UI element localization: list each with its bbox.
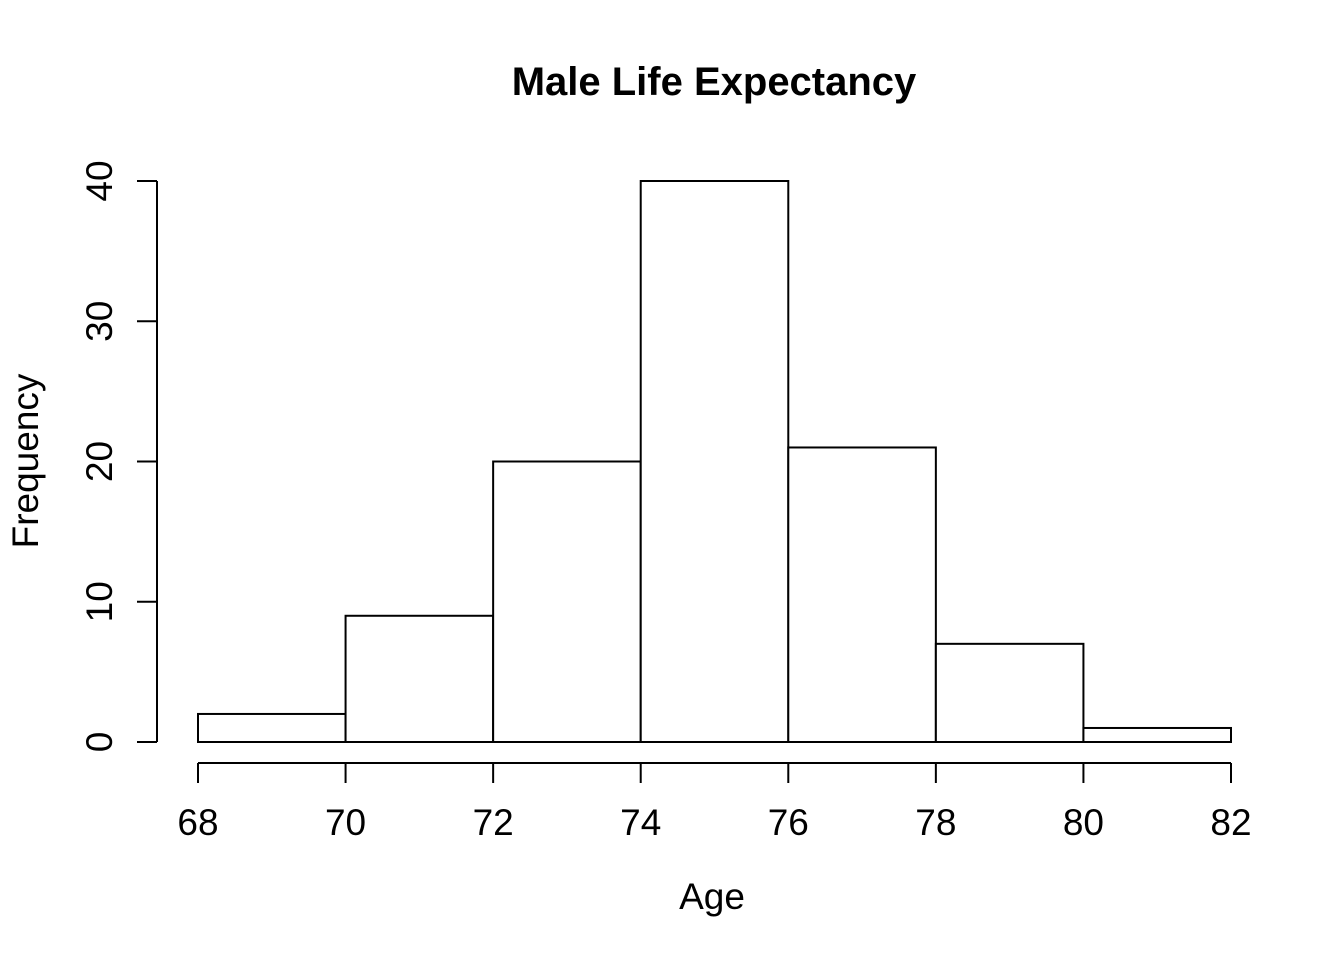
histogram-bar: [344, 614, 495, 744]
x-tick-label: 80: [1063, 802, 1104, 843]
histogram-bar: [1082, 726, 1233, 743]
histogram-bar: [639, 180, 790, 743]
histogram-bar: [197, 712, 347, 744]
x-tick-label: 70: [325, 802, 366, 843]
y-tick-label: 0: [79, 732, 120, 753]
y-axis-title: Frequency: [5, 373, 46, 548]
histogram-bar: [787, 446, 937, 743]
x-tick-label: 76: [768, 802, 809, 843]
histogram-bar: [492, 460, 642, 743]
x-tick-label: 74: [620, 802, 661, 843]
x-axis: 68 70 72 74 76 78 80 82: [177, 762, 1252, 843]
x-axis-title: Age: [679, 876, 745, 917]
x-tick-label: 72: [473, 802, 514, 843]
x-tick-label: 78: [915, 802, 956, 843]
y-tick-label: 30: [79, 301, 120, 342]
y-tick-label: 40: [79, 160, 120, 201]
histogram-bar: [934, 642, 1085, 744]
histogram-bars-group: [197, 180, 1233, 744]
x-tick-label: 82: [1210, 802, 1251, 843]
chart-title: Male Life Expectancy: [512, 60, 917, 104]
x-tick-label: 68: [177, 802, 218, 843]
y-tick-label: 20: [79, 441, 120, 482]
y-axis: 0 10 20 30 40: [79, 160, 158, 753]
y-tick-label: 10: [79, 581, 120, 622]
